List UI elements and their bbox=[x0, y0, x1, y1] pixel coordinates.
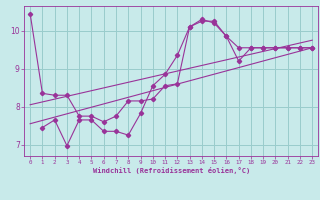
X-axis label: Windchill (Refroidissement éolien,°C): Windchill (Refroidissement éolien,°C) bbox=[92, 167, 250, 174]
